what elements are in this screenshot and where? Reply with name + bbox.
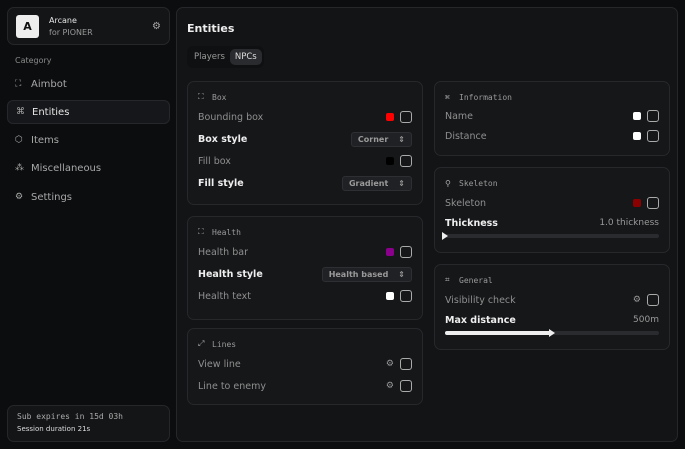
page-title: Entities [187, 22, 235, 35]
max-distance-label: Max distance [445, 314, 516, 326]
health-text-color-swatch[interactable] [386, 292, 394, 300]
card-title: General [459, 275, 493, 285]
box-style-select[interactable]: Corner ⇕ [350, 131, 412, 147]
fill-box-checkbox[interactable] [400, 155, 412, 167]
health-bar-color-swatch[interactable] [386, 248, 394, 256]
box-card: ⛶ Box Bounding box Box style Corner ⇕ Fill … [187, 81, 423, 205]
entity-icon: ⌘ [445, 92, 450, 102]
entity-icon: ⌘ [16, 107, 25, 117]
app-name: Arcane [49, 15, 77, 25]
bounding-box-label: Bounding box [198, 111, 264, 123]
sidebar-item-settings[interactable]: ⚙ Settings [7, 185, 170, 209]
chevron-updown-icon: ⇕ [398, 178, 405, 188]
box-style-label: Box style [198, 133, 248, 145]
sidebar-item-aimbot[interactable]: ⛶ Aimbot [7, 72, 170, 96]
general-card: ⌗ General Visibility check ⚙ Max distance 5… [434, 264, 670, 350]
fill-color-swatch[interactable] [386, 157, 394, 165]
skeleton-card: ⚲ Skeleton Skeleton Thickness 1.0 thicknes… [434, 167, 670, 253]
subscription-card: Sub expires in 15d 03h Session duration … [7, 405, 170, 442]
chip-icon: ⌗ [445, 275, 450, 284]
max-distance-slider[interactable] [445, 329, 659, 337]
fill-style-select[interactable]: Gradient ⇕ [341, 175, 412, 191]
visibility-check-label: Visibility check [445, 294, 516, 306]
tab-players[interactable]: Players [194, 52, 225, 62]
chevron-updown-icon: ⇕ [398, 134, 405, 144]
lines-card: ⤢ Lines View line ⚙ Line to enemy ⚙ [187, 328, 423, 405]
health-card: ⛶ Health Health bar Health style Health ba… [187, 216, 423, 320]
tab-group: Players NPCs [187, 46, 264, 68]
settings-icon[interactable]: ⚙ [385, 381, 394, 391]
health-text-label: Health text [198, 290, 251, 302]
bounding-color-swatch[interactable] [386, 113, 394, 121]
card-title: Information [459, 92, 512, 102]
category-label: Category [15, 56, 52, 65]
card-title: Box [212, 92, 227, 102]
tab-npcs[interactable]: NPCs [229, 49, 262, 65]
settings-gear-icon[interactable]: ⚙ [152, 20, 161, 32]
name-label: Name [445, 110, 474, 122]
bone-icon: ⚲ [445, 178, 451, 188]
fill-style-label: Fill style [198, 177, 244, 189]
health-text-checkbox[interactable] [400, 290, 412, 302]
bounding-box-checkbox[interactable] [400, 111, 412, 123]
distance-color-swatch[interactable] [633, 132, 641, 140]
thickness-slider[interactable] [442, 232, 659, 240]
line-to-enemy-checkbox[interactable] [400, 380, 412, 392]
sidebar-item-label: Settings [31, 191, 73, 203]
settings-icon[interactable]: ⚙ [385, 359, 394, 369]
skeleton-checkbox[interactable] [647, 197, 659, 209]
line-icon: ⤢ [198, 339, 205, 348]
fill-box-label: Fill box [198, 155, 231, 167]
thickness-value: 1.0 thickness [599, 218, 659, 228]
box-icon: ⬡ [15, 135, 23, 145]
sidebar-item-items[interactable]: ⬡ Items [7, 128, 170, 152]
max-distance-value: 500m [633, 315, 659, 325]
slider-fill [445, 331, 552, 335]
thickness-label: Thickness [445, 217, 498, 229]
name-color-swatch[interactable] [633, 112, 641, 120]
sub-expiry: Sub expires in 15d 03h [17, 412, 123, 421]
slider-handle[interactable] [442, 232, 448, 240]
sidebar-item-label: Aimbot [31, 78, 67, 90]
distance-label: Distance [445, 130, 487, 142]
card-title: Lines [212, 339, 237, 349]
brand-card: A Arcane for PIONER ⚙ [7, 7, 170, 45]
skeleton-color-swatch[interactable] [633, 199, 641, 207]
slider-handle[interactable] [549, 329, 555, 337]
sidebar-item-label: Items [31, 134, 59, 146]
sidebar-item-entities[interactable]: ⌘ Entities [7, 100, 170, 124]
crosshair-icon: ⛶ [15, 79, 22, 89]
sidebar-item-miscellaneous[interactable]: ⁂ Miscellaneous [7, 156, 170, 180]
chevron-updown-icon: ⇕ [398, 269, 405, 279]
visibility-check-checkbox[interactable] [647, 294, 659, 306]
card-title: Skeleton [459, 178, 498, 188]
distance-checkbox[interactable] [647, 130, 659, 142]
view-line-checkbox[interactable] [400, 358, 412, 370]
health-style-select[interactable]: Health based ⇕ [321, 266, 412, 282]
health-bar-checkbox[interactable] [400, 246, 412, 258]
sidebar-item-label: Miscellaneous [31, 162, 102, 174]
view-line-label: View line [198, 358, 241, 370]
skeleton-label: Skeleton [445, 197, 487, 209]
health-style-label: Health style [198, 268, 263, 280]
settings-icon[interactable]: ⚙ [632, 295, 641, 305]
card-title: Health [212, 227, 241, 237]
name-checkbox[interactable] [647, 110, 659, 122]
box-corners-icon: ⛶ [198, 92, 204, 101]
logo: A [16, 14, 39, 38]
line-to-enemy-label: Line to enemy [198, 380, 266, 392]
app-subtitle: for PIONER [49, 27, 93, 37]
box-corners-icon: ⛶ [198, 227, 204, 236]
health-bar-label: Health bar [198, 246, 248, 258]
gear-icon: ⚙ [15, 192, 24, 202]
session-duration: Session duration 21s [17, 425, 91, 433]
misc-icon: ⁂ [15, 163, 24, 173]
information-card: ⌘ Information Name Distance [434, 81, 670, 156]
sidebar-item-label: Entities [32, 106, 70, 118]
